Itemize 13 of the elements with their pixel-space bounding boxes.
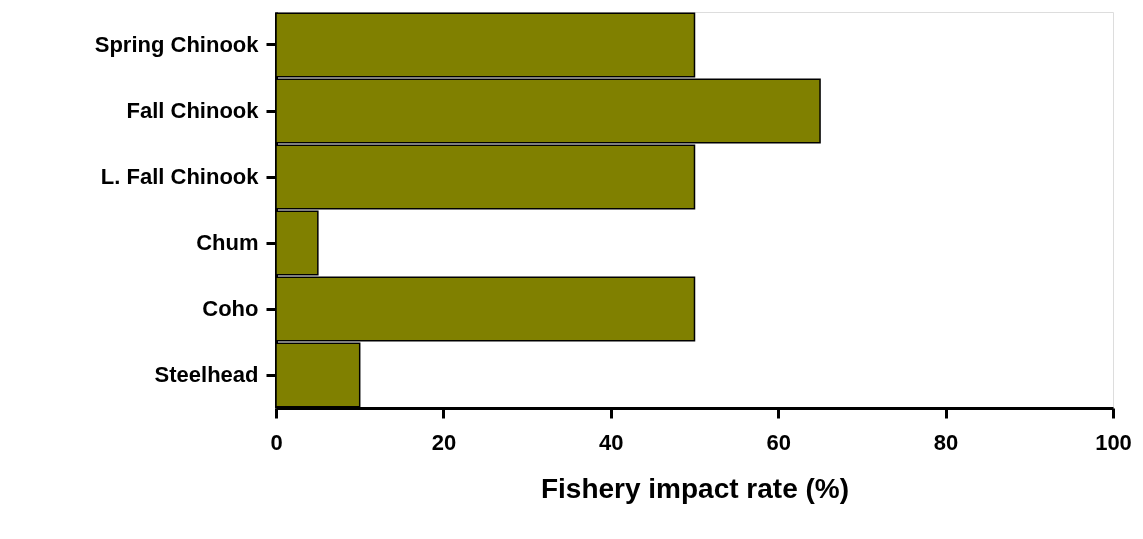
x-tick-label: 80 xyxy=(933,429,959,455)
y-tick-label: Coho xyxy=(202,296,259,321)
x-tick-label: 0 xyxy=(270,429,283,455)
y-tick-label: Steelhead xyxy=(154,362,259,387)
x-axis-title: Fishery impact rate (%) xyxy=(540,472,850,504)
y-tick-label: Spring Chinook xyxy=(94,32,260,57)
x-tick-label: 40 xyxy=(599,429,624,455)
y-tick-label: L. Fall Chinook xyxy=(100,164,260,189)
y-tick-label: Fall Chinook xyxy=(126,98,260,123)
x-tick-label: 100 xyxy=(1095,429,1132,455)
y-tick-label: Chum xyxy=(196,230,259,255)
x-tick-label: 20 xyxy=(431,429,457,455)
x-tick-label: 60 xyxy=(766,429,791,455)
